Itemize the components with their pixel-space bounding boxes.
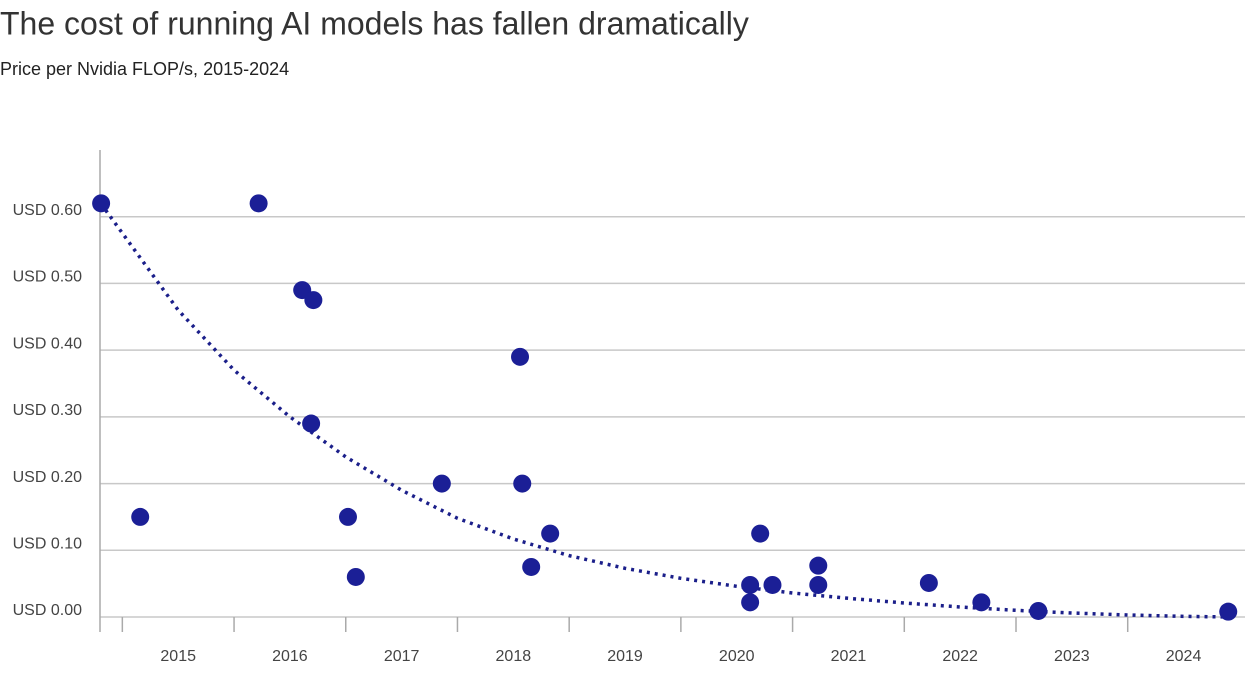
y-tick-label: USD 0.40 xyxy=(13,335,82,352)
chart-title: The cost of running AI models has fallen… xyxy=(0,5,749,41)
x-tick-label: 2022 xyxy=(942,648,978,665)
x-tick-label: 2015 xyxy=(160,648,196,665)
y-tick-label: USD 0.00 xyxy=(13,602,82,619)
data-point xyxy=(541,524,560,543)
data-point xyxy=(751,524,770,543)
data-point xyxy=(302,414,321,433)
x-tick-label: 2017 xyxy=(384,648,420,665)
y-tick-label: USD 0.60 xyxy=(13,202,82,219)
x-tick-label: 2021 xyxy=(831,648,867,665)
x-tick-label: 2023 xyxy=(1054,648,1090,665)
data-point xyxy=(338,507,357,526)
x-tick-label: 2019 xyxy=(607,648,643,665)
data-point xyxy=(809,575,828,594)
data-point xyxy=(741,593,760,612)
trend-line xyxy=(104,209,1229,619)
data-point xyxy=(92,194,111,213)
data-point xyxy=(741,575,760,594)
y-tick-label: USD 0.10 xyxy=(13,536,82,553)
data-point xyxy=(522,557,541,576)
data-point xyxy=(131,507,150,526)
data-point xyxy=(304,291,323,310)
y-tick-label: USD 0.20 xyxy=(13,469,82,486)
y-tick-label: USD 0.50 xyxy=(13,269,82,286)
data-point xyxy=(763,575,782,594)
x-tick-label: 2018 xyxy=(496,648,532,665)
x-tick-label: 2024 xyxy=(1166,648,1202,665)
x-tick-label: 2016 xyxy=(272,648,308,665)
data-point xyxy=(1219,602,1238,621)
chart-subtitle: Price per Nvidia FLOP/s, 2015-2024 xyxy=(0,59,289,79)
data-point xyxy=(919,573,938,592)
data-point xyxy=(809,556,828,575)
data-point xyxy=(511,347,530,366)
y-tick-label: USD 0.30 xyxy=(13,402,82,419)
data-point xyxy=(513,474,532,493)
data-point xyxy=(972,593,991,612)
data-point xyxy=(432,474,451,493)
data-point xyxy=(1029,601,1048,620)
data-point xyxy=(346,567,365,586)
data-point xyxy=(249,194,268,213)
x-tick-label: 2020 xyxy=(719,648,755,665)
